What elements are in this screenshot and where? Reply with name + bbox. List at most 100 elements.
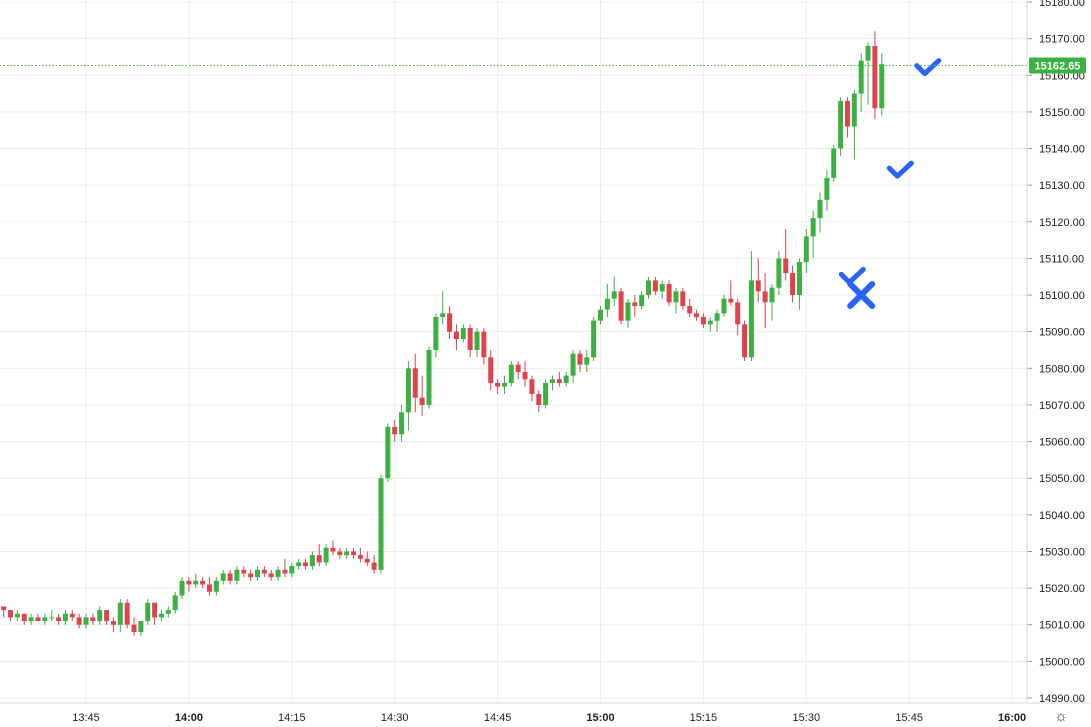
candle-body	[666, 284, 672, 303]
candle-body	[323, 547, 329, 563]
candle	[392, 419, 398, 442]
candle	[117, 599, 123, 633]
candle	[652, 276, 658, 296]
candle-body	[399, 412, 405, 435]
candle	[357, 547, 363, 563]
candle-body	[90, 617, 96, 622]
candle	[76, 613, 82, 629]
candle	[83, 613, 89, 629]
candle-body	[844, 100, 850, 127]
candle	[776, 251, 782, 296]
candle-body	[742, 324, 748, 358]
candle	[865, 42, 871, 105]
candle	[440, 291, 446, 325]
candle	[488, 350, 494, 391]
sun-gear-icon[interactable]: ☼	[1054, 708, 1068, 725]
y-tick-label: 14990.00	[1039, 693, 1085, 705]
candle	[790, 265, 796, 303]
candle-body	[858, 60, 864, 94]
candle	[234, 566, 240, 585]
candle	[618, 287, 624, 325]
candle	[371, 555, 377, 574]
candle-body	[76, 617, 82, 625]
candle	[8, 610, 14, 622]
y-tick-label: 15030.00	[1039, 546, 1085, 558]
y-tick-label: 15010.00	[1039, 620, 1085, 632]
candle	[42, 613, 48, 625]
candle	[426, 346, 432, 409]
candle-body	[570, 353, 576, 376]
candle-body	[748, 280, 754, 358]
candle-body	[776, 258, 782, 288]
candle	[309, 551, 315, 570]
candle-body	[474, 331, 480, 350]
candle	[529, 375, 535, 402]
candle-body	[138, 621, 144, 633]
candle-body	[556, 379, 562, 383]
candle	[405, 360, 411, 431]
x-marker	[847, 281, 876, 310]
candle	[145, 599, 151, 625]
candle	[419, 375, 425, 416]
time-axis[interactable]: 13:45 14:00 14:15 14:30 14:45 15:00 15:15 15:30…	[0, 702, 1091, 724]
candle	[501, 375, 507, 394]
candle	[165, 606, 171, 618]
candle-body	[227, 573, 233, 581]
y-tick-label: 15040.00	[1039, 510, 1085, 522]
candle	[851, 89, 857, 160]
candle	[330, 540, 336, 556]
candle	[124, 599, 130, 629]
y-tick-label: 15110.00	[1039, 253, 1084, 265]
candle-body	[796, 262, 802, 296]
candle-body	[152, 602, 158, 618]
candle	[138, 621, 144, 636]
candle-body	[440, 313, 446, 318]
candle	[255, 566, 260, 581]
candle-body	[200, 580, 206, 585]
candle-body	[275, 569, 281, 578]
candle-body	[378, 478, 384, 570]
candle	[611, 276, 617, 307]
candle-body	[632, 302, 638, 307]
candle-body	[385, 426, 391, 479]
candle	[762, 273, 768, 329]
candle	[69, 610, 75, 622]
candle	[659, 280, 665, 299]
candle	[495, 379, 501, 394]
candle-body	[1, 606, 7, 611]
trade-markers	[838, 58, 942, 310]
candle	[282, 558, 288, 578]
candle-body	[865, 45, 871, 61]
x-tick-label: 14:00	[175, 712, 203, 724]
candle	[625, 298, 631, 329]
candle-body	[803, 236, 809, 263]
price-axis[interactable]: 15180.0015170.0015160.0015150.0015140.00…	[1026, 0, 1085, 705]
candle-body	[104, 610, 110, 622]
candle	[35, 613, 41, 622]
candle	[399, 404, 405, 442]
candle-body	[412, 368, 418, 398]
candle-body	[97, 610, 103, 622]
candle	[351, 547, 357, 559]
last-price-badge-bg	[1029, 57, 1086, 74]
candle	[152, 602, 158, 625]
candle-body	[721, 298, 727, 314]
candle-body	[241, 569, 247, 574]
candle	[879, 53, 885, 116]
candle-body	[172, 595, 178, 611]
candle	[49, 610, 55, 622]
candle-body	[694, 313, 700, 318]
x-tick-label: 13:45	[72, 712, 100, 724]
candle-body	[261, 569, 267, 574]
candle-body	[872, 45, 878, 109]
candle	[412, 353, 418, 413]
candle	[56, 613, 62, 625]
last-price-badge: 15162.65	[1029, 57, 1086, 74]
candle	[714, 309, 720, 332]
candle	[323, 544, 329, 567]
candle	[275, 566, 281, 581]
check-marker	[886, 160, 914, 179]
candle	[563, 371, 569, 387]
candle-body	[303, 562, 309, 567]
